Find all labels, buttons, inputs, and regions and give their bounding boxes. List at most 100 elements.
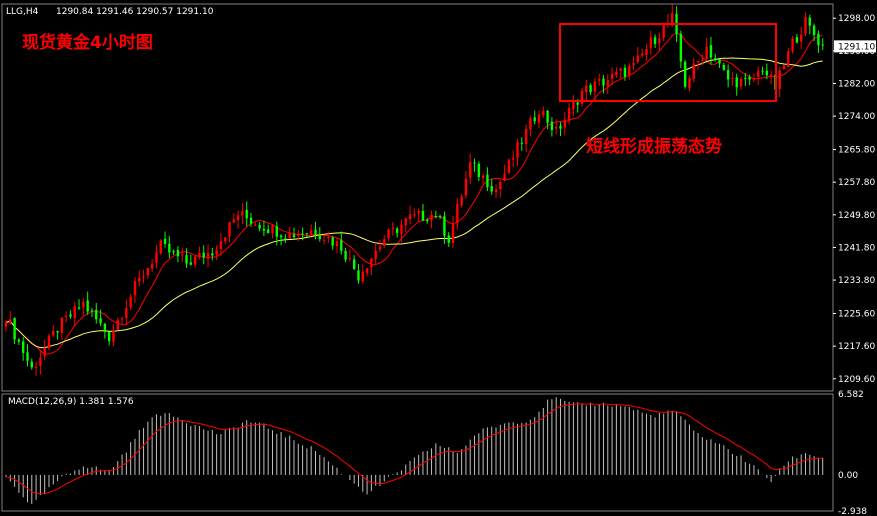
candle-body — [451, 223, 455, 243]
candle-body — [421, 210, 425, 221]
moving-averages — [5, 32, 823, 355]
candle-body — [107, 331, 111, 342]
candle-body — [589, 85, 592, 93]
chart-frame — [1, 3, 834, 512]
candle-body — [817, 33, 820, 46]
candle-body — [73, 306, 76, 319]
candle-body — [520, 142, 524, 144]
candle-body — [623, 67, 627, 77]
macd-signal-line — [5, 403, 823, 495]
candle-body — [696, 60, 700, 62]
candle-body — [503, 173, 506, 181]
candle-body — [481, 175, 485, 179]
candle-body — [408, 214, 412, 220]
candle-body — [159, 240, 162, 253]
candle-body — [769, 74, 773, 77]
candle-body — [30, 361, 33, 368]
candle-body — [808, 17, 812, 26]
candle-body — [236, 215, 240, 220]
candle-body — [327, 237, 330, 239]
candle-body — [155, 252, 158, 263]
candle-body — [434, 216, 438, 218]
price-panel-border — [1, 3, 834, 392]
candle-body — [181, 254, 184, 256]
candle-body — [490, 186, 493, 192]
macd-tick-label: 0.00 — [838, 471, 858, 481]
range-annotation: 短线形成振荡态势 — [586, 136, 722, 157]
candle-body — [610, 73, 614, 79]
candle-body — [52, 330, 55, 336]
candle-body — [305, 233, 309, 235]
candle-body — [628, 66, 631, 76]
candle-body — [554, 126, 558, 129]
candle-body — [658, 38, 661, 44]
candle-body — [39, 357, 42, 366]
candle-body — [580, 90, 584, 104]
candle-body — [576, 102, 579, 105]
candle-body — [438, 216, 442, 218]
candle-body — [56, 331, 59, 333]
candle-body — [615, 71, 618, 76]
candle-body — [279, 235, 283, 238]
candle-body — [198, 252, 201, 257]
candle-body — [477, 163, 481, 178]
candle-body — [662, 25, 665, 38]
candle-body — [254, 224, 257, 226]
candle-body — [404, 218, 407, 226]
candle-body — [13, 318, 16, 340]
candle-body — [163, 238, 167, 244]
candle-body — [572, 101, 575, 110]
candle-body — [447, 235, 450, 243]
candle-body — [718, 59, 721, 64]
price-tick-label: 1282.00 — [838, 79, 875, 89]
candle-body — [387, 229, 390, 239]
candle-body — [116, 320, 119, 330]
candle-body — [146, 268, 150, 276]
candle-body — [215, 249, 218, 255]
candle-body — [365, 268, 369, 274]
candle-body — [95, 309, 98, 320]
candle-body — [206, 252, 210, 259]
candle-body — [258, 225, 261, 229]
candle-body — [99, 318, 102, 324]
candle-body — [563, 119, 566, 128]
candle-body — [761, 70, 764, 72]
candle-body — [202, 252, 205, 258]
candle-body — [383, 239, 386, 246]
candle-body — [82, 301, 85, 308]
ma-fast-line — [5, 32, 823, 355]
candle-body — [185, 255, 188, 264]
candle-body — [245, 209, 248, 219]
candle-body — [361, 271, 364, 282]
candle-body — [271, 224, 274, 234]
candle-body — [748, 76, 751, 80]
chart-title-annotation: 现货黄金4小时图 — [22, 32, 153, 53]
candle-body — [103, 323, 107, 332]
macd-panel-border — [1, 393, 834, 512]
candle-body — [4, 322, 8, 327]
candle-body — [443, 216, 446, 236]
candle-body — [709, 45, 713, 58]
candle-body — [653, 37, 657, 45]
macd-tick-label: -2.938 — [838, 507, 867, 516]
price-tick-label: 1274.00 — [838, 112, 875, 122]
price-axis: 1298.001290.001282.001274.001265.801257.… — [833, 14, 876, 516]
candle-body — [288, 233, 291, 239]
price-tick-label: 1241.80 — [838, 243, 875, 253]
candle-body — [705, 46, 708, 60]
candle-body — [804, 17, 807, 34]
symbol-header: LLG,H4 — [6, 7, 39, 17]
candle-body — [138, 277, 141, 282]
candle-body — [21, 341, 25, 353]
candle-body — [782, 65, 786, 70]
candle-body — [800, 34, 803, 42]
candle-body — [473, 162, 476, 164]
candle-body — [309, 230, 313, 234]
candle-body — [249, 217, 253, 224]
candle-body — [125, 308, 128, 318]
candle-body — [679, 33, 683, 62]
candlesticks — [4, 4, 824, 376]
candle-body — [469, 162, 472, 178]
price-tick-label: 1265.80 — [838, 146, 875, 156]
candle-body — [301, 233, 304, 235]
